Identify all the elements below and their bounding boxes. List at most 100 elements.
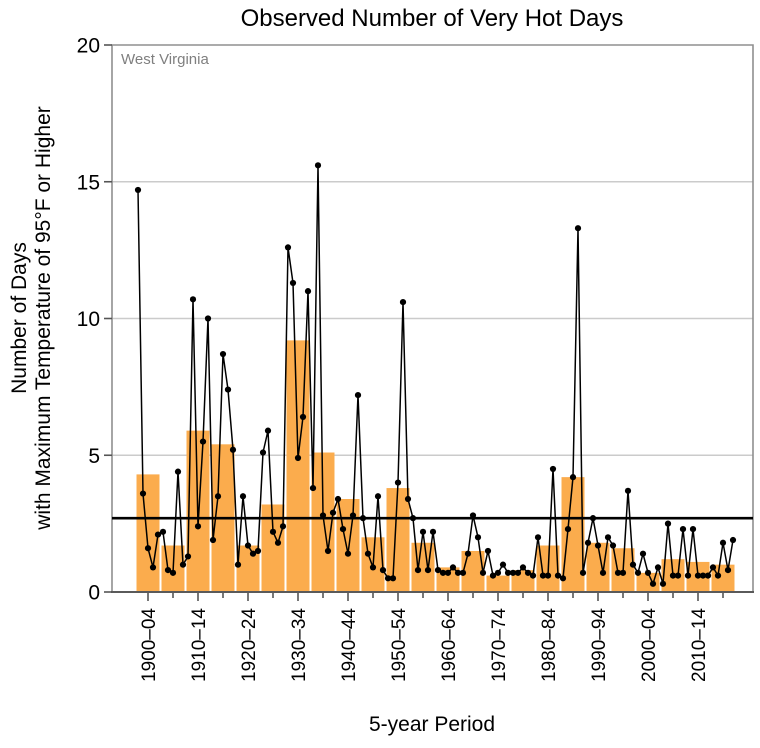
x-tick-label-1920–24: 1920–24 (239, 608, 260, 682)
annual-dot-1924 (254, 547, 262, 555)
annual-dot-1926 (264, 427, 272, 434)
annual-dot-2006 (664, 520, 672, 527)
x-tick-label-1940–44: 1940–44 (339, 608, 360, 682)
annual-dot-1932 (294, 454, 302, 462)
annual-dot-1928 (274, 539, 282, 546)
annual-dot-1974 (504, 569, 512, 576)
annual-dot-1960 (434, 567, 442, 574)
x-tick-labels: 1900–04 1910–14 1920–24 1930–34 1940–44 1950–… (139, 608, 710, 682)
annual-dot-1940 (334, 495, 342, 503)
annual-dot-1927 (269, 528, 277, 535)
annual-dot-1983 (549, 465, 557, 473)
annual-dot-1994 (604, 534, 612, 541)
annual-dot-1920 (234, 561, 242, 568)
annual-dot-1918 (224, 386, 232, 393)
annual-dot-1973 (499, 561, 507, 568)
annual-dot-1948 (374, 493, 382, 500)
annual-dot-1902 (144, 545, 152, 552)
annual-dot-1944 (354, 391, 362, 399)
annual-dot-1906 (164, 567, 172, 574)
annual-dot-1987 (569, 474, 577, 481)
annual-dot-1984 (554, 572, 562, 579)
annual-dot-1936 (314, 162, 322, 169)
annual-dot-1989 (579, 569, 587, 576)
annual-dot-1905 (159, 528, 167, 535)
annual-dot-1939 (329, 509, 337, 516)
annual-dot-1985 (559, 575, 567, 582)
annual-dot-2012 (694, 572, 702, 579)
annual-dot-1916 (214, 493, 222, 500)
annual-dot-1945 (359, 515, 367, 522)
annual-dot-1935 (309, 484, 317, 492)
bar-1925–29 (261, 504, 285, 592)
annual-dot-1976 (514, 569, 522, 576)
annual-dot-1922 (244, 542, 252, 549)
x-tick-label-1950–54: 1950–54 (389, 608, 410, 682)
annual-dot-1934 (304, 288, 312, 295)
annual-dot-1962 (444, 569, 452, 576)
x-tick-label-2000–04: 2000–04 (639, 608, 660, 682)
bar-2000–04 (636, 572, 660, 592)
bar-1985–89 (561, 477, 585, 592)
annual-dot-1986 (564, 525, 572, 533)
annual-dot-1998 (624, 487, 632, 494)
x-tick-label-1930–34: 1930–34 (289, 608, 310, 682)
y-tick-labels: 0 5 10 15 20 (77, 35, 100, 605)
annual-dot-1972 (494, 569, 502, 576)
annual-dot-1970 (484, 547, 492, 555)
bar-1930–34 (286, 340, 310, 592)
annual-dot-2018 (724, 567, 732, 574)
annual-dot-2014 (704, 572, 712, 579)
bar-1965–69 (461, 550, 485, 592)
annual-dot-1996 (614, 569, 622, 576)
x-tick-label-1910–14: 1910–14 (189, 608, 210, 682)
annual-dot-1908 (174, 468, 182, 475)
bar-1935–39 (311, 452, 335, 592)
annual-dot-1931 (289, 279, 297, 287)
annual-dot-2004 (654, 564, 662, 571)
annual-dot-1971 (489, 572, 497, 579)
annual-dot-1964 (454, 569, 462, 576)
annual-dot-1938 (324, 547, 332, 555)
annual-dot-1978 (524, 569, 532, 576)
annual-dot-1930 (284, 244, 292, 251)
annual-dot-1961 (439, 569, 447, 576)
annual-dot-1919 (229, 446, 237, 453)
x-axis-title: 5-year Period (369, 713, 495, 736)
annual-dot-1929 (279, 523, 287, 530)
annual-dot-1993 (599, 569, 607, 576)
x-tick-label-2010–14: 2010–14 (689, 608, 710, 682)
annual-dot-2002 (644, 569, 652, 576)
x-tick-label-1990–94: 1990–94 (589, 608, 610, 682)
y-tick-label-20: 20 (77, 35, 100, 58)
annual-dot-1937 (319, 512, 327, 519)
annual-dot-1979 (529, 572, 537, 579)
annual-dot-1959 (429, 528, 437, 535)
annual-dot-2007 (669, 572, 677, 579)
annual-dot-1952 (394, 479, 402, 486)
annual-dot-1969 (479, 569, 487, 576)
annual-dot-1913 (199, 438, 207, 445)
annual-dot-1953 (399, 298, 407, 306)
annual-dot-1941 (339, 525, 347, 533)
annual-dot-1999 (629, 561, 637, 568)
annual-dot-1949 (379, 567, 387, 574)
annual-dot-1921 (239, 493, 247, 500)
annual-dot-1990 (584, 539, 592, 546)
y-tick-label-0: 0 (88, 582, 100, 605)
annual-dot-1950 (384, 575, 392, 582)
annual-dot-1958 (424, 567, 432, 574)
y-tick-label-15: 15 (77, 171, 100, 194)
annual-dot-1943 (349, 512, 357, 519)
annual-dot-1988 (574, 225, 582, 232)
annual-dot-1982 (544, 572, 552, 579)
annual-dot-1991 (589, 515, 597, 522)
annual-dot-2010 (684, 572, 692, 579)
annual-dot-1967 (469, 512, 477, 519)
annual-dot-1975 (509, 569, 517, 576)
y-axis-title-line1: Number of Days (8, 242, 31, 394)
annual-dot-1951 (389, 575, 397, 582)
annual-dot-1933 (299, 413, 307, 421)
y-axis-title: Number of Days with Maximum Temperature … (8, 106, 55, 531)
